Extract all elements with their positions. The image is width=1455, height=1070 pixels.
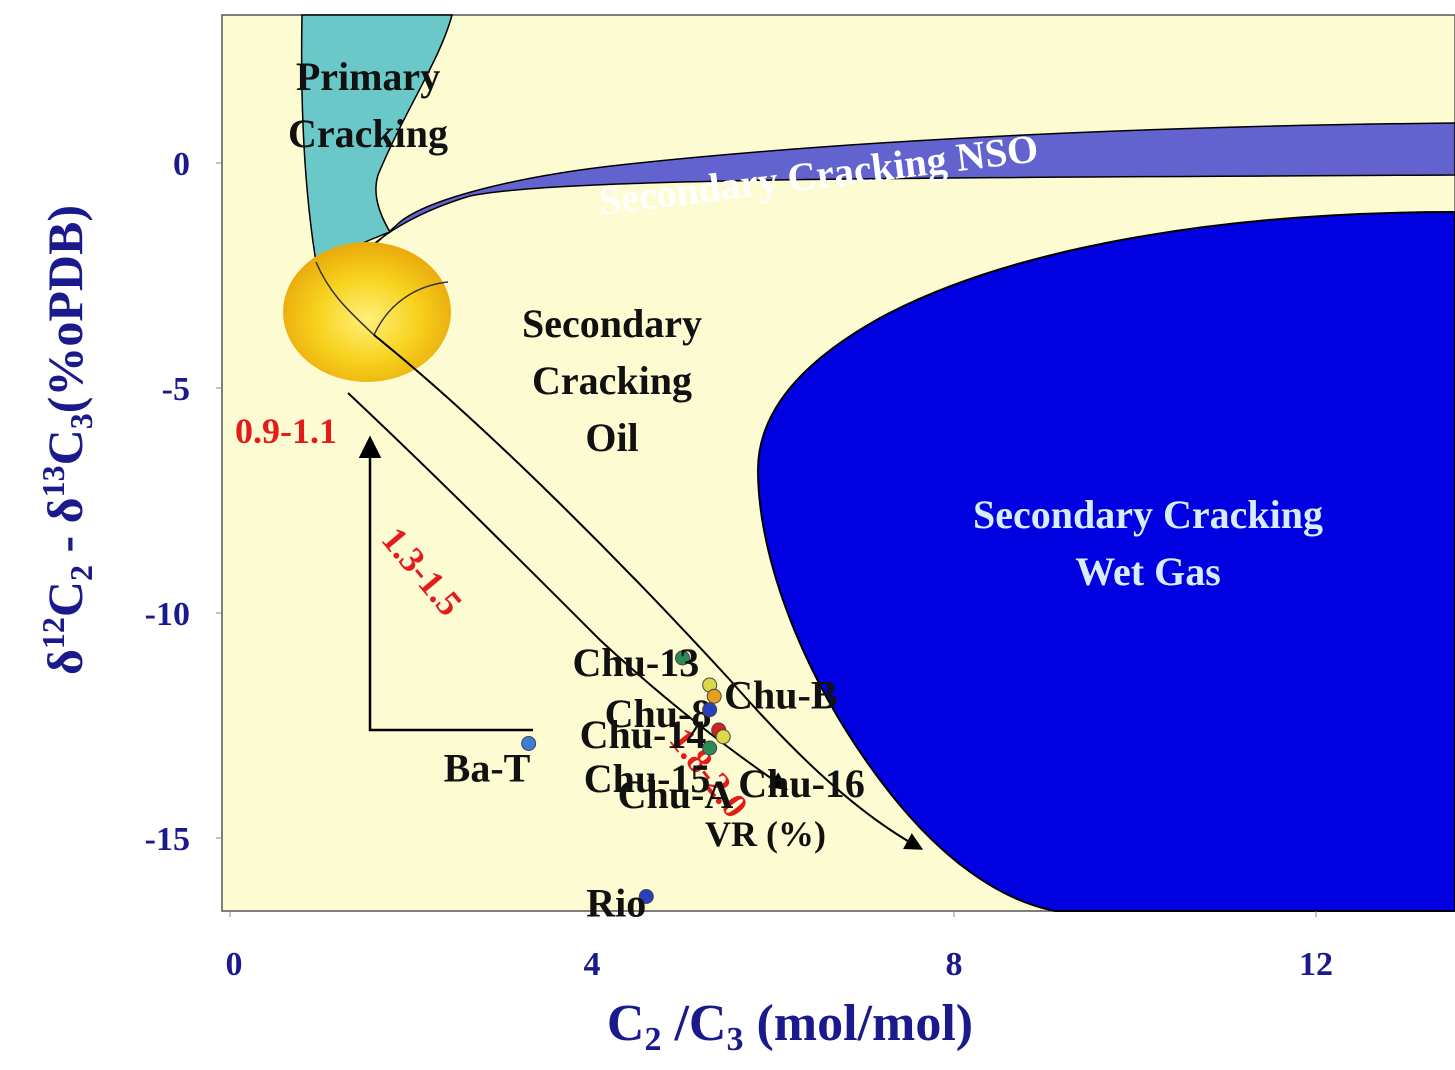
data-point [521, 736, 537, 751]
y-tick-label: -15 [145, 821, 190, 858]
data-point [675, 650, 690, 666]
y-tick-label: -10 [145, 596, 190, 633]
point-label: Chu-14 [580, 712, 707, 757]
y-axis-title: δ12C2 - δ13C3(%oPDB) [35, 205, 99, 675]
trend-line-upper [373, 334, 924, 850]
point-label: Chu-8 [605, 691, 712, 736]
point-label: Chu-A [618, 772, 734, 817]
label-primary-line2: Cracking [288, 111, 448, 156]
point-label: Rio [586, 881, 646, 926]
vr-label-0911: 0.9-1.1 [235, 411, 337, 451]
region-primary-cracking [300, 14, 453, 265]
x-tick-label: 4 [584, 946, 601, 983]
trend-line-lower [347, 392, 788, 791]
point-label: Ba-T [444, 746, 531, 791]
y-axis-ticks: 0 -5 -10 -15 [145, 146, 222, 858]
x-tick-label: 8 [946, 946, 963, 983]
x-tick-label: 0 [226, 946, 243, 983]
data-point [706, 688, 722, 704]
label-primary-line1: Primary [296, 54, 440, 99]
oval-inner-curve [315, 261, 449, 337]
label-secondary-oil-line2: Cracking [532, 358, 692, 403]
y-tick-label: 0 [173, 146, 190, 183]
data-point [702, 740, 718, 756]
x-axis-title: C2 /C3 (mol/mol) [607, 995, 973, 1058]
y-tick-label: -5 [162, 371, 190, 408]
data-point [638, 889, 654, 904]
data-point [715, 729, 731, 745]
data-point [702, 702, 718, 718]
point-label: Chu-B [724, 672, 837, 717]
vr-unit-label: VR (%) [705, 814, 826, 854]
point-label: Chu-16 [738, 761, 865, 806]
point-label: Chu-13 [573, 640, 700, 685]
region-secondary-wet-gas [756, 210, 1455, 912]
arrow-bat-to-vr [358, 435, 533, 732]
label-secondary-oil-line3: Oil [585, 415, 638, 460]
label-secondary-oil-line1: Secondary [522, 301, 702, 346]
point-label: Chu-15 [584, 756, 711, 801]
x-axis-ticks: 0 4 8 12 [226, 911, 1333, 983]
label-wet-gas-line2: Wet Gas [1075, 549, 1221, 594]
maturity-circle [283, 242, 451, 382]
label-wet-gas-line1: Secondary Cracking [973, 492, 1323, 537]
x-tick-label: 12 [1299, 946, 1333, 983]
